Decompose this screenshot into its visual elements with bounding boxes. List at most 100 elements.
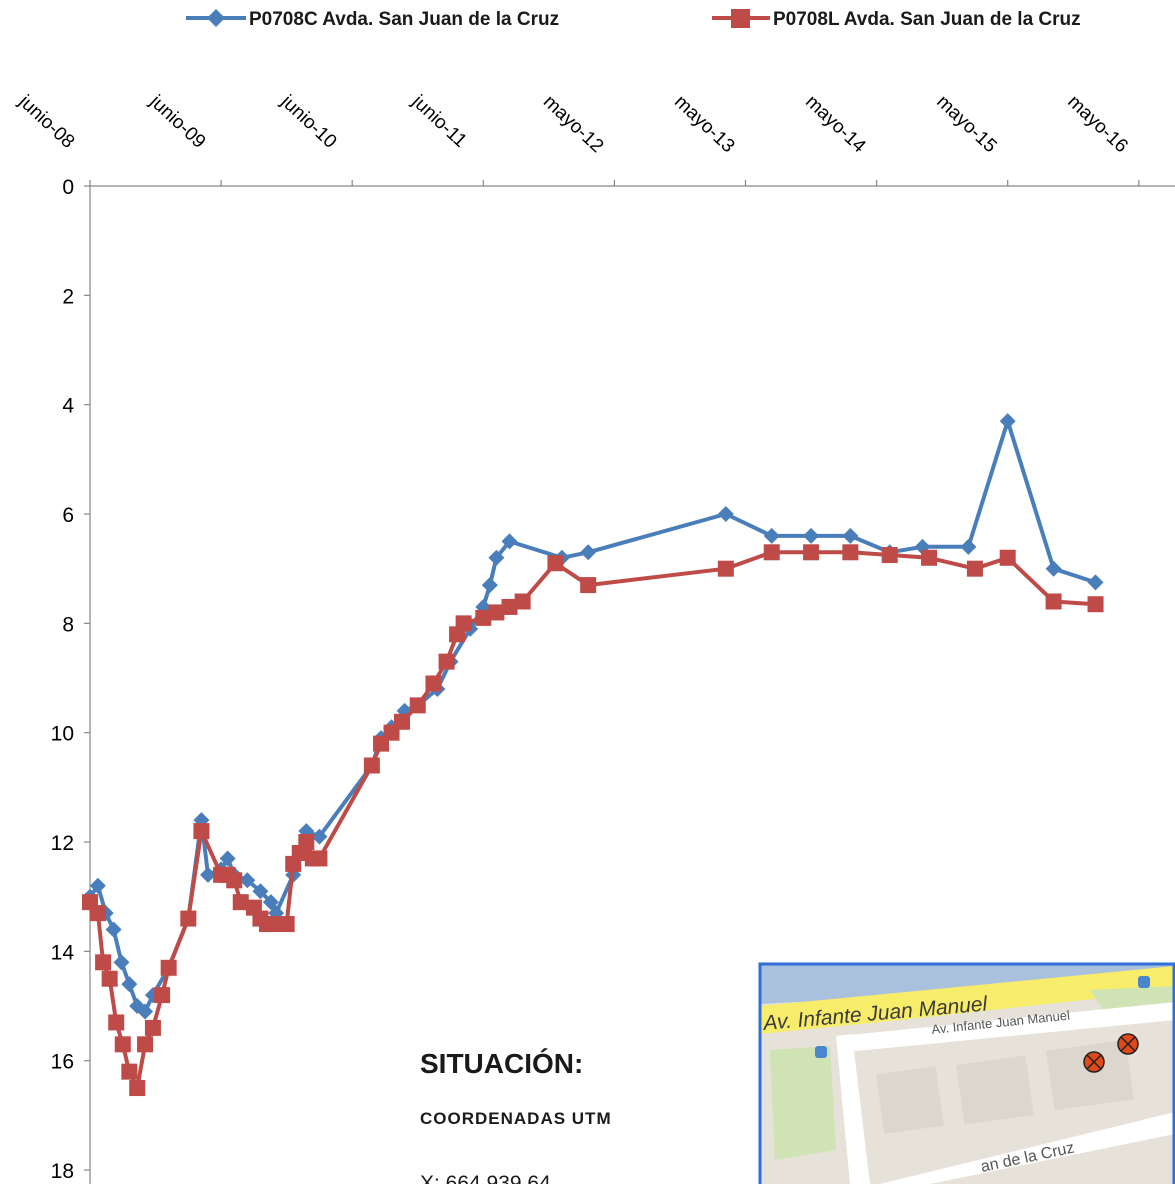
data-point xyxy=(154,987,171,1004)
y-tick-label: 14 xyxy=(51,941,75,964)
data-point xyxy=(394,713,411,730)
data-point xyxy=(121,1063,138,1080)
data-point xyxy=(311,828,328,845)
legend-marker-series-1 xyxy=(207,9,225,27)
x-tick-label: junio-08 xyxy=(14,91,78,153)
legend-label-series-1: P0708C Avda. San Juan de la Cruz xyxy=(249,9,559,30)
data-point xyxy=(311,850,328,867)
x-tick-label: mayo-15 xyxy=(932,91,1000,157)
map-vertical-road xyxy=(836,1034,870,1184)
data-point xyxy=(219,850,236,867)
data-point xyxy=(409,697,426,714)
data-point xyxy=(580,577,597,594)
data-point xyxy=(160,959,177,976)
data-point xyxy=(1045,593,1062,610)
data-point xyxy=(95,954,112,971)
data-point xyxy=(137,1036,154,1053)
data-point xyxy=(180,910,197,927)
data-point xyxy=(455,615,472,632)
data-point xyxy=(881,547,898,564)
situacion-block: SITUACIÓN: COORDENADAS UTM X: 664.939,64 xyxy=(420,1048,612,1189)
data-point xyxy=(252,883,269,900)
y-ticks: 0 2 4 6 8 10 12 14 16 18 xyxy=(51,176,90,1183)
situacion-title: SITUACIÓN: xyxy=(420,1048,583,1079)
y-tick-label: 6 xyxy=(62,504,74,527)
data-point xyxy=(438,653,455,670)
y-tick-label: 10 xyxy=(51,723,74,746)
data-point xyxy=(514,593,531,610)
data-point xyxy=(193,823,210,840)
data-point xyxy=(108,1014,125,1031)
x-tick-label: junio-10 xyxy=(276,91,340,153)
data-point xyxy=(921,549,938,566)
data-point xyxy=(144,1019,161,1036)
data-point xyxy=(481,577,498,594)
data-point xyxy=(842,544,859,561)
data-point xyxy=(105,921,122,938)
map-water xyxy=(760,964,1175,1004)
data-point xyxy=(803,527,820,544)
data-point xyxy=(199,866,216,883)
map-green-strip xyxy=(770,1046,836,1160)
map-bottom-road xyxy=(880,1112,1175,1184)
data-point xyxy=(1087,574,1104,591)
situacion-subtitle: COORDENADAS UTM xyxy=(420,1109,612,1128)
series-layer xyxy=(82,413,1104,1097)
x-tick-label: mayo-14 xyxy=(801,91,870,157)
data-point xyxy=(101,970,118,987)
y-tick-label: 8 xyxy=(62,613,74,636)
data-point xyxy=(1045,560,1062,577)
y-tick-label: 0 xyxy=(62,176,74,199)
map-bus-stop-icon-1 xyxy=(815,1046,827,1058)
data-point xyxy=(501,533,518,550)
map-block-1 xyxy=(876,1066,944,1134)
data-point xyxy=(580,544,597,561)
series-line-1 xyxy=(88,419,1097,1014)
map-location-marker-1 xyxy=(1083,1051,1105,1073)
data-point xyxy=(232,894,249,911)
map-location-marker-2 xyxy=(1117,1033,1139,1055)
y-tick-label: 4 xyxy=(62,395,74,418)
y-tick-label: 18 xyxy=(51,1160,74,1183)
data-point xyxy=(488,549,505,566)
data-point xyxy=(226,872,243,889)
map-block-3 xyxy=(1046,1039,1134,1111)
x-tick-label: mayo-12 xyxy=(539,91,607,157)
data-point xyxy=(114,1036,131,1053)
series-1 xyxy=(82,413,1104,1020)
data-point xyxy=(966,560,983,577)
map-main-road xyxy=(760,966,1175,1034)
data-point xyxy=(129,1080,146,1097)
data-point xyxy=(262,894,279,911)
situacion-x-coordinate: X: 664.939,64 xyxy=(420,1172,551,1184)
data-point xyxy=(121,976,138,993)
map-side-road xyxy=(840,1002,1175,1052)
x-ticks: junio-08 junio-09 junio-10 junio-11 mayo-12 m… xyxy=(14,91,1140,186)
data-point xyxy=(999,549,1016,566)
data-point xyxy=(999,413,1016,430)
legend-marker-series-2 xyxy=(731,9,750,28)
data-point xyxy=(717,506,734,523)
legend-entry-series-1: P0708C Avda. San Juan de la Cruz xyxy=(186,9,559,30)
data-point xyxy=(501,598,518,615)
data-point xyxy=(547,555,564,572)
map-bus-stop-icon-2 xyxy=(1138,976,1150,988)
data-point xyxy=(239,872,256,889)
data-point xyxy=(137,1003,154,1020)
x-tick-label: junio-11 xyxy=(407,91,470,152)
data-point xyxy=(763,544,780,561)
data-point xyxy=(717,560,734,577)
x-tick-label: mayo-16 xyxy=(1063,91,1131,157)
legend-label-series-2: P0708L Avda. San Juan de la Cruz xyxy=(773,9,1081,30)
x-tick-label: junio-09 xyxy=(145,91,209,153)
data-point xyxy=(298,834,315,851)
y-tick-label: 2 xyxy=(62,285,74,308)
legend-entry-series-2: P0708L Avda. San Juan de la Cruz xyxy=(712,9,1081,30)
data-point xyxy=(1087,596,1104,613)
data-point xyxy=(278,916,295,933)
data-point xyxy=(842,527,859,544)
data-point xyxy=(89,905,106,922)
data-point xyxy=(763,527,780,544)
